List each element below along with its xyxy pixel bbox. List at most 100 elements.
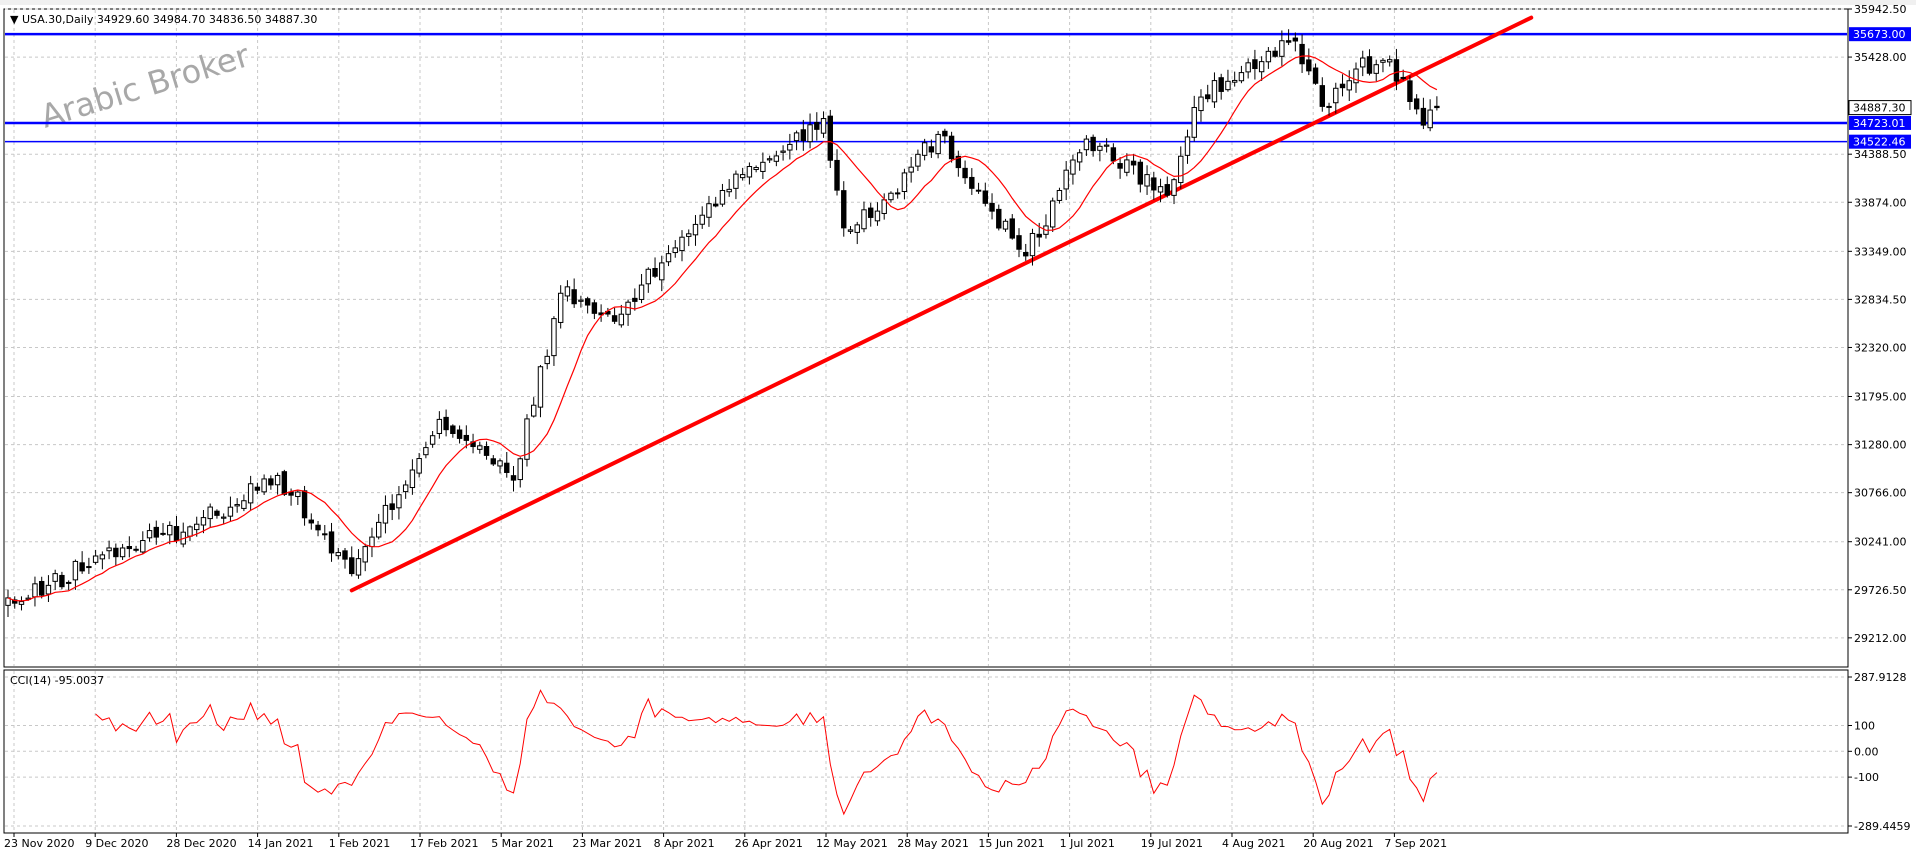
bull-candle <box>1191 107 1197 138</box>
bull-candle <box>1076 152 1083 163</box>
bull-candle <box>65 581 72 584</box>
bull-candle <box>551 318 557 357</box>
window-top-strip <box>0 0 1916 5</box>
bear-candle <box>841 190 847 229</box>
horizontal-levels[interactable] <box>5 32 1847 143</box>
bull-candle <box>975 189 982 192</box>
price-tick-label: 35428.00 <box>1854 51 1907 64</box>
bear-candle <box>652 267 658 277</box>
bull-candle <box>686 233 692 237</box>
price-pane-frame <box>3 8 1849 668</box>
bull-candle <box>274 474 281 486</box>
bull-candle <box>894 192 901 195</box>
bull-candle <box>409 469 416 489</box>
level-price-tag <box>1849 134 1911 149</box>
level-price-label: 34723.01 <box>1853 117 1906 130</box>
bear-candle <box>800 129 807 141</box>
bear-candle <box>342 550 348 560</box>
bear-candle <box>443 416 449 431</box>
bull-candle <box>1373 64 1379 74</box>
bull-candle <box>1144 174 1150 187</box>
bull-candle <box>1279 40 1285 57</box>
bull-candle <box>793 132 800 142</box>
bull-candle <box>1198 96 1204 112</box>
bull-candle <box>497 460 503 467</box>
bear-candle <box>214 510 220 516</box>
bull-candle <box>119 547 126 558</box>
bull-candle <box>881 199 887 214</box>
price-tick-label: 29726.50 <box>1854 584 1907 597</box>
bear-candle <box>322 533 328 536</box>
bear-candle <box>713 203 719 207</box>
bear-candle <box>1023 251 1029 257</box>
price-tick-label: 34388.50 <box>1854 148 1907 161</box>
price-tick-label: 32320.00 <box>1854 341 1907 354</box>
bull-candle <box>780 150 786 153</box>
bear-candle <box>969 176 975 189</box>
bull-candle <box>901 172 908 193</box>
cci-axis[interactable]: 287.9128 100 0.00 -100 -289.4459 <box>1848 671 1910 833</box>
bull-candle <box>207 506 213 520</box>
bull-candle <box>200 517 207 526</box>
bear-candle <box>173 526 180 542</box>
bull-candle <box>1231 79 1238 83</box>
bull-candle <box>429 435 436 445</box>
bull-candle <box>706 203 712 218</box>
bull-candle <box>396 494 402 509</box>
trendline-layer[interactable] <box>349 15 1534 593</box>
bull-candle <box>1380 59 1386 63</box>
price-tick-label: 31795.00 <box>1854 391 1907 404</box>
bull-candle <box>820 118 827 134</box>
bull-candle <box>726 188 732 193</box>
bull-candle <box>1050 200 1056 228</box>
bull-candle <box>665 253 672 263</box>
bull-candle <box>1184 136 1191 156</box>
bull-candle <box>423 447 429 456</box>
bear-candle <box>1110 147 1117 162</box>
bull-candle <box>544 355 550 365</box>
bull-candle <box>773 155 780 162</box>
bear-candle <box>1285 40 1292 43</box>
bull-candle <box>1238 72 1245 82</box>
time-tick-label: 28 Dec 2020 <box>166 837 236 850</box>
bear-candle <box>1218 77 1224 92</box>
bear-candle <box>834 159 840 191</box>
bull-candle <box>99 554 106 560</box>
bear-candle <box>962 167 968 179</box>
bear-candle <box>571 289 577 305</box>
bear-candle <box>349 557 355 575</box>
bull-candle <box>1333 87 1339 104</box>
bear-candle <box>868 207 874 218</box>
bear-candle <box>160 532 166 535</box>
price-tick-label: 29212.00 <box>1854 632 1907 645</box>
bull-candle <box>187 526 193 537</box>
bear-candle <box>1312 67 1319 84</box>
bear-candle <box>1009 218 1015 239</box>
bear-candle <box>1306 59 1312 72</box>
bull-candle <box>477 445 483 450</box>
price-pane[interactable]: Arabic Broker ▼ USA.30,Daily 34929.60 34… <box>3 8 1849 668</box>
bear-candle <box>1393 59 1400 82</box>
bull-candle <box>32 583 38 598</box>
bear-candle <box>942 130 948 137</box>
trendline[interactable] <box>349 15 1534 593</box>
price-tick-label: 35942.50 <box>1854 3 1907 16</box>
bull-candle <box>1029 232 1036 257</box>
current-price-label: 34887.30 <box>1853 102 1906 115</box>
time-axis[interactable]: 23 Nov 2020 9 Dec 2020 28 Dec 2020 14 Jan 2… <box>4 833 1447 850</box>
bull-candle <box>638 284 645 300</box>
cci-line <box>95 689 1438 816</box>
bear-candle <box>463 434 470 441</box>
bull-candle <box>335 552 341 557</box>
collapse-arrow-icon[interactable]: ▼ <box>10 13 19 26</box>
price-axis[interactable]: 35942.50 35428.00 34388.50 33874.00 33349.00… <box>1848 3 1912 645</box>
bear-candle <box>315 524 321 531</box>
bull-candle <box>227 506 234 517</box>
time-tick-label: 28 May 2021 <box>897 837 969 850</box>
bull-candle <box>355 558 362 576</box>
bull-candle <box>220 516 227 519</box>
bear-candle <box>996 208 1002 229</box>
price-tick-label: 32834.50 <box>1854 293 1907 306</box>
cci-pane[interactable]: CCI(14) -95.0037 <box>3 669 1849 834</box>
